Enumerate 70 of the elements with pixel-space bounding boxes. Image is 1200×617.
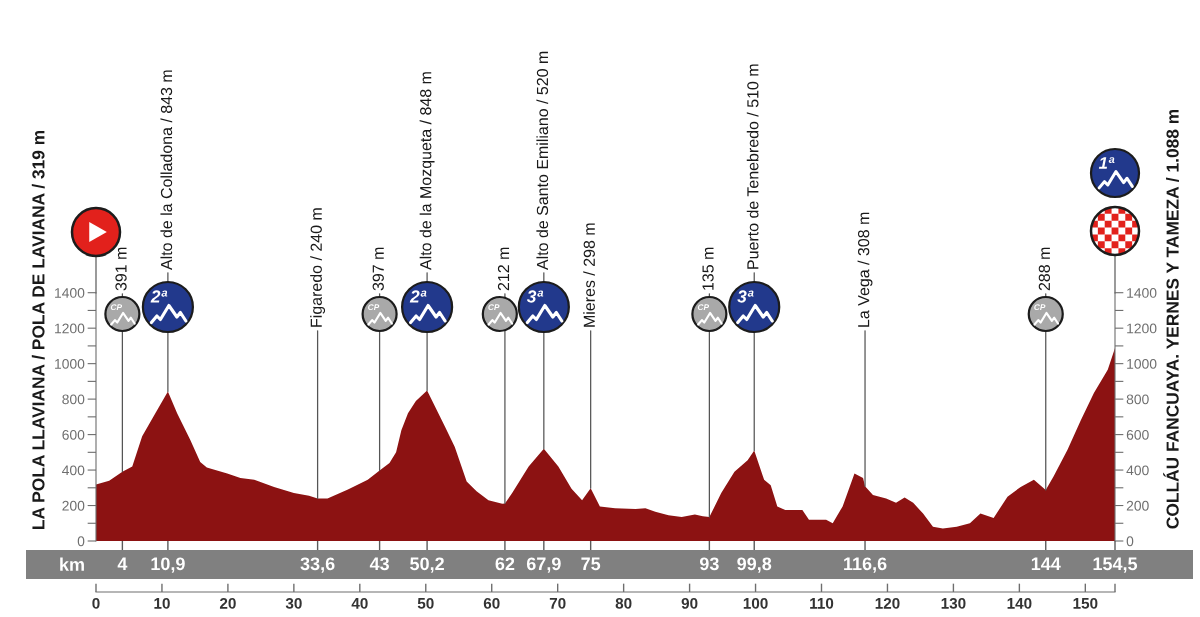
annotation: Alto de la Colladona / 843 m bbox=[160, 70, 173, 270]
x-tick-label: 20 bbox=[219, 597, 236, 609]
annotation: 397 m bbox=[372, 247, 384, 291]
annotation: 212 m bbox=[497, 247, 510, 291]
x2-tick-label: 33,6 bbox=[300, 557, 335, 573]
y-tick-label: 0 bbox=[77, 536, 85, 547]
y2-tick-label: 0 bbox=[1126, 536, 1134, 547]
y-axis-title: LA POLA LLAVIANA / POLA DE LAVIANA / 319 m bbox=[31, 130, 45, 529]
x-tick-label: 70 bbox=[549, 597, 566, 609]
x-tick-label: 120 bbox=[875, 597, 900, 609]
y2-tick-label: 1000 bbox=[1127, 358, 1157, 369]
x-tick-label: 0 bbox=[92, 597, 100, 609]
y2-tick-label: 1200 bbox=[1127, 323, 1157, 334]
x-tick-label: 60 bbox=[483, 597, 500, 609]
x-tick-label: 90 bbox=[681, 597, 698, 609]
annotation: Puerto de Tenebredo / 510 m bbox=[746, 64, 759, 269]
annotation: 3ª bbox=[526, 290, 544, 303]
annotation: Mieres / 298 m bbox=[583, 223, 595, 327]
y-tick-label: 600 bbox=[62, 429, 85, 440]
y-tick-label: 800 bbox=[62, 394, 85, 405]
annotation: 391 m bbox=[115, 247, 127, 291]
y-tick-label: 1000 bbox=[55, 358, 85, 369]
y-tick-label: 1200 bbox=[55, 323, 85, 334]
y2-tick-label: 200 bbox=[1126, 500, 1149, 511]
text: 1ª bbox=[1098, 157, 1115, 169]
y-tick-label: 1400 bbox=[55, 288, 85, 298]
annotation: Alto de Santo Emiliano / 520 m bbox=[536, 51, 549, 270]
x2-axis-title: km bbox=[60, 557, 84, 571]
annotation: 2ª bbox=[150, 290, 168, 303]
annotation: CP bbox=[110, 304, 123, 311]
x2-tick-label: 4 bbox=[117, 557, 128, 571]
y-tick-label: 200 bbox=[62, 500, 85, 511]
annotation: 288 m bbox=[1038, 247, 1051, 291]
x-tick-label: 140 bbox=[1007, 597, 1032, 609]
x-tick-label: 80 bbox=[615, 597, 632, 609]
annotation: CP bbox=[1034, 304, 1046, 311]
x2-tick-label: 50,2 bbox=[410, 557, 444, 573]
x-tick-label: 130 bbox=[941, 597, 966, 609]
annotation: La Vega / 308 m bbox=[857, 212, 873, 327]
y2-axis-title: COLLÁU FANCUAYA. YERNES Y TAMEZA / 1.088 m bbox=[1163, 109, 1179, 529]
x2-tick-label: 99,8 bbox=[737, 557, 772, 573]
y2-tick-label: 400 bbox=[1126, 465, 1149, 476]
x2-tick-label: 75 bbox=[581, 557, 601, 571]
annotation: 2ª bbox=[409, 290, 427, 303]
x2-tick-label: 62 bbox=[495, 557, 515, 571]
annotation: Figaredo / 240 m bbox=[310, 208, 326, 327]
y2-tick-label: 800 bbox=[1126, 394, 1149, 405]
annotation: CP bbox=[488, 304, 500, 311]
x-tick-label: 150 bbox=[1073, 597, 1098, 609]
x-tick-label: 10 bbox=[154, 597, 170, 609]
y2-tick-label: 1400 bbox=[1127, 288, 1157, 298]
x-tick-label: 110 bbox=[810, 597, 834, 609]
x-tick-label: 30 bbox=[285, 597, 302, 609]
x-tick-label: 50 bbox=[417, 597, 434, 609]
x2-tick-label: 43 bbox=[369, 557, 389, 571]
annotation: Alto de la Mozqueta / 848 m bbox=[419, 72, 435, 270]
x2-tick-label: 67,9 bbox=[526, 557, 561, 573]
x2-tick-label: 10,9 bbox=[151, 557, 185, 573]
annotation: CP bbox=[368, 304, 380, 311]
annotation: CP bbox=[697, 304, 710, 311]
x-tick-label: 40 bbox=[351, 597, 368, 609]
x2-tick-label: 116,6 bbox=[844, 557, 887, 573]
y-tick-label: 400 bbox=[62, 465, 85, 476]
x-tick-label: 100 bbox=[743, 597, 768, 609]
x2-tick-label: 93 bbox=[699, 557, 719, 571]
x2-tick-label: 144 bbox=[1031, 557, 1061, 571]
x2-tick-label: 154,5 bbox=[1093, 557, 1138, 573]
annotation: 3ª bbox=[737, 290, 754, 303]
y2-tick-label: 600 bbox=[1126, 429, 1149, 440]
annotation: 135 m bbox=[702, 247, 714, 290]
